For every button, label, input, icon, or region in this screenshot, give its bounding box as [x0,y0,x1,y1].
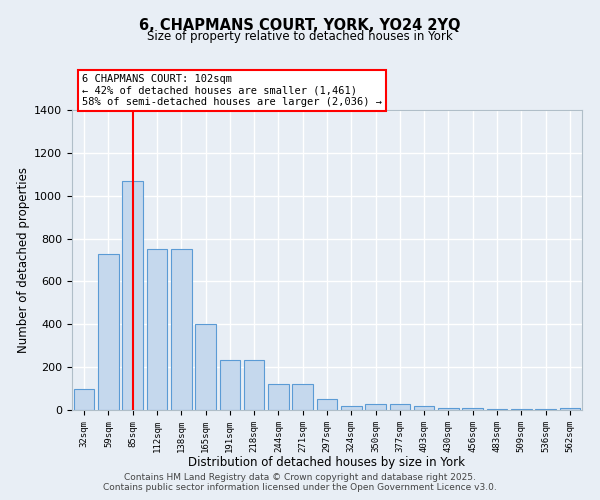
Y-axis label: Number of detached properties: Number of detached properties [17,167,30,353]
Bar [220,360,240,410]
Bar [195,324,216,410]
Text: 6, CHAPMANS COURT, YORK, YO24 2YQ: 6, CHAPMANS COURT, YORK, YO24 2YQ [139,18,461,32]
Text: 6 CHAPMANS COURT: 102sqm
← 42% of detached houses are smaller (1,461)
58% of sem: 6 CHAPMANS COURT: 102sqm ← 42% of detach… [82,74,382,107]
Bar [463,408,483,410]
Bar [292,384,313,410]
Bar [317,400,337,410]
Bar [414,406,434,410]
Bar [511,409,532,410]
Bar [74,388,94,410]
Bar [146,250,167,410]
Bar [535,409,556,410]
Bar [244,360,265,410]
Bar [341,406,362,410]
X-axis label: Distribution of detached houses by size in York: Distribution of detached houses by size … [188,456,466,469]
Bar [171,250,191,410]
Text: Contains HM Land Registry data © Crown copyright and database right 2025.
Contai: Contains HM Land Registry data © Crown c… [103,473,497,492]
Bar [122,180,143,410]
Bar [438,408,459,410]
Bar [560,408,580,410]
Bar [98,254,119,410]
Text: Size of property relative to detached houses in York: Size of property relative to detached ho… [147,30,453,43]
Bar [389,404,410,410]
Bar [365,404,386,410]
Bar [268,384,289,410]
Bar [487,409,508,410]
